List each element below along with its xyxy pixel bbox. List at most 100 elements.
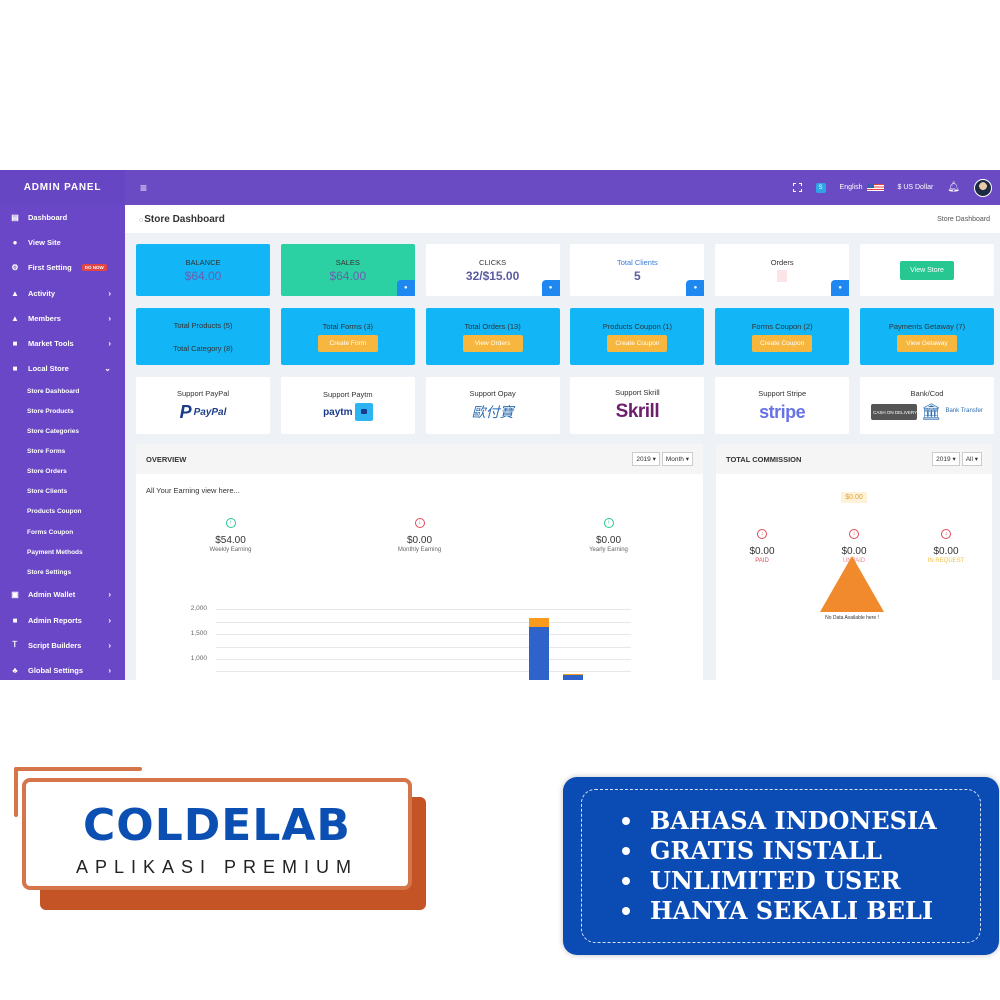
language-selector[interactable]: English bbox=[840, 184, 884, 191]
sidebar-item-dashboard[interactable]: ▤ Dashboard bbox=[0, 205, 125, 230]
create-form-button[interactable]: Create Form bbox=[317, 334, 378, 352]
skrill-card: Support Skrill Skrill bbox=[570, 377, 705, 434]
chevron-right-icon: › bbox=[108, 615, 111, 625]
card-label: Total Orders (13) bbox=[464, 321, 521, 331]
sidebar-item-view-site[interactable]: ● View Site bbox=[0, 230, 125, 255]
chevron-down-icon: ⌄ bbox=[104, 364, 111, 374]
weekly-earning-stat: ↑ $54.00 Weekly Earning bbox=[171, 511, 291, 553]
bell-icon[interactable]: 🔔︎ bbox=[947, 182, 960, 193]
sidebar-item-script-builders[interactable]: Ꭲ Script Builders › bbox=[0, 633, 125, 658]
gridline bbox=[216, 622, 631, 623]
panel-title: TOTAL COMMISSION bbox=[726, 454, 802, 464]
sidebar-item-activity[interactable]: ▲ Activity › bbox=[0, 281, 125, 306]
card-label: Total Forms (3) bbox=[322, 321, 374, 331]
sidebar-subitem-payment-methods[interactable]: Payment Methods bbox=[27, 548, 83, 556]
view-store-button[interactable]: View Store bbox=[900, 260, 954, 280]
stripe-card: Support Stripe stripe bbox=[715, 377, 850, 434]
forms-coupon-card: Forms Coupon (2) Create Coupon bbox=[715, 308, 850, 365]
sidebar-item-global-settings[interactable]: ♣ Global Settings › bbox=[0, 658, 125, 680]
app-icon[interactable]: S bbox=[815, 182, 826, 193]
arrow-up-icon: ↑ bbox=[603, 518, 614, 528]
orders-card: Orders ● bbox=[715, 244, 850, 296]
sidebar-item-first-setting[interactable]: ⚙ First Setting DO NOW bbox=[0, 255, 125, 280]
currency-selector[interactable]: $ US Dollar bbox=[897, 184, 934, 191]
sidebar-item-market-tools[interactable]: ■ Market Tools › bbox=[0, 331, 125, 356]
card-label: Total Clients bbox=[616, 257, 658, 267]
gridline bbox=[216, 671, 631, 672]
store-icon: ■ bbox=[12, 339, 18, 349]
brand-name: COLDELAB bbox=[83, 800, 351, 851]
stat-value: $54.00 bbox=[215, 535, 246, 546]
sidebar-item-admin-wallet[interactable]: ▣ Admin Wallet › bbox=[0, 582, 125, 607]
filter-select[interactable]: All ▾ bbox=[961, 452, 982, 466]
refresh-icon: ○ bbox=[139, 216, 144, 224]
feature-item: HANYA SEKALI BELI bbox=[622, 896, 980, 926]
create-form-coupon-button[interactable]: Create Coupon bbox=[752, 334, 813, 352]
orders-summary-card: Total Orders (13) View Orders bbox=[425, 308, 560, 365]
commission-header: TOTAL COMMISSION 2019 ▾ All ▾ bbox=[716, 444, 992, 474]
breadcrumb[interactable]: Store Dashboard bbox=[937, 215, 990, 223]
avatar[interactable] bbox=[974, 178, 992, 197]
card-label: Support Opay bbox=[469, 389, 516, 398]
year-select[interactable]: 2019 ▾ bbox=[632, 452, 660, 466]
menu-toggle-icon[interactable]: ≡ bbox=[140, 180, 148, 195]
do-now-badge: DO NOW bbox=[81, 264, 107, 272]
y-tick: 1,500 bbox=[190, 630, 207, 637]
card-label: Support Paytm bbox=[322, 390, 373, 399]
bullet-icon bbox=[622, 877, 630, 885]
sidebar-subitem-store-settings[interactable]: Store Settings bbox=[27, 568, 72, 576]
user-icon: ▲ bbox=[11, 288, 19, 298]
monthly-earning-stat: ↓ $0.00 Monthly Earning bbox=[360, 511, 480, 553]
eye-icon[interactable]: ● bbox=[831, 280, 850, 296]
card-label: Bank/Cod bbox=[910, 389, 944, 398]
eye-icon[interactable]: ● bbox=[396, 280, 415, 296]
earnings-bar-chart: 2,000 1,500 1,000 bbox=[181, 604, 631, 680]
brand-title: ADMIN PANEL bbox=[0, 170, 125, 205]
sidebar-item-label: View Site bbox=[28, 238, 61, 248]
gridline bbox=[216, 659, 631, 660]
sidebar-subitem-store-forms[interactable]: Store Forms bbox=[27, 448, 66, 456]
sidebar-item-admin-reports[interactable]: ■ Admin Reports › bbox=[0, 607, 125, 632]
sidebar-subitem-products-coupon[interactable]: Products Coupon bbox=[27, 508, 82, 516]
sidebar-item-local-store[interactable]: ■ Local Store ⌄ bbox=[0, 356, 125, 381]
delivery-truck-icon: CASH ON DELIVERY bbox=[871, 404, 918, 420]
sidebar-item-members[interactable]: ▲ Members › bbox=[0, 306, 125, 331]
feature-item: GRATIS INSTALL bbox=[622, 836, 980, 866]
sidebar-subitem-store-products[interactable]: Store Products bbox=[27, 407, 74, 415]
wallet-icon: ▣ bbox=[11, 590, 19, 600]
arrow-down-icon: ↓ bbox=[757, 529, 767, 539]
sidebar-subitem-forms-coupon[interactable]: Forms Coupon bbox=[27, 528, 74, 536]
total-clients-card: Total Clients 5 ● bbox=[570, 244, 705, 296]
yearly-earning-stat: ↑ $0.00 Yearly Earning bbox=[549, 511, 669, 553]
gridline bbox=[216, 647, 631, 648]
sidebar-subitem-store-dashboard[interactable]: Store Dashboard bbox=[27, 387, 80, 395]
gridline bbox=[216, 634, 631, 635]
sidebar-subitem-store-orders[interactable]: Store Orders bbox=[27, 468, 67, 476]
fullscreen-icon[interactable] bbox=[792, 183, 802, 192]
card-label: Payments Getaway (7) bbox=[888, 321, 966, 331]
year-select[interactable]: 2019 ▾ bbox=[932, 452, 960, 466]
period-select[interactable]: Month ▾ bbox=[661, 452, 693, 466]
stat-value: $0.00 bbox=[595, 535, 622, 546]
page-title: ○Store Dashboard bbox=[139, 214, 225, 225]
in-request-stat: ↓ $0.00 IN REQUEST bbox=[911, 522, 981, 564]
stat-label: Monthly Earning bbox=[397, 547, 442, 553]
view-getaway-button[interactable]: View Getaway bbox=[896, 334, 957, 352]
view-orders-button[interactable]: View Orders bbox=[462, 334, 523, 352]
stat-label: Yearly Earning bbox=[589, 547, 628, 553]
eye-icon[interactable]: ● bbox=[541, 280, 560, 296]
no-data-text: No Data Available here ! bbox=[825, 615, 879, 621]
script-icon: Ꭲ bbox=[12, 640, 18, 650]
wallet-icon bbox=[354, 403, 373, 421]
feature-text: HANYA SEKALI BELI bbox=[650, 896, 934, 925]
create-product-coupon-button[interactable]: Create Coupon bbox=[607, 334, 668, 352]
clicks-card: CLICKS 32/$15.00 ● bbox=[425, 244, 560, 296]
sidebar-subitem-store-clients[interactable]: Store Clients bbox=[27, 488, 68, 496]
card-value: $64.00 bbox=[184, 268, 222, 283]
eye-icon[interactable]: ● bbox=[686, 280, 705, 296]
card-label: Orders bbox=[770, 258, 794, 267]
feature-item: UNLIMITED USER bbox=[622, 866, 980, 896]
sidebar-subitem-store-categories[interactable]: Store Categories bbox=[27, 428, 80, 436]
paypal-card: Support PayPal P PayPal bbox=[136, 377, 270, 434]
